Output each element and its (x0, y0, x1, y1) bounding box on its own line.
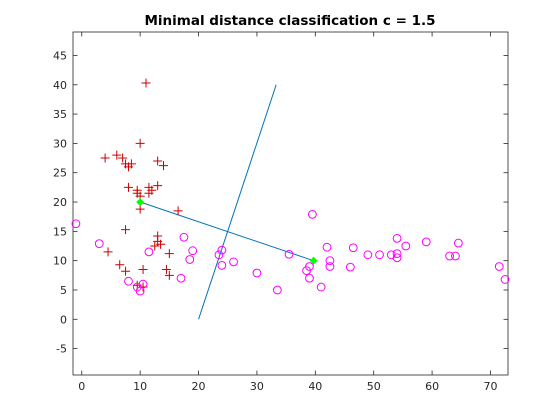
x-tick-label: 40 (308, 380, 322, 393)
x-tick-label: 20 (192, 380, 206, 393)
circle-marker (144, 247, 154, 257)
circle-marker (392, 249, 402, 259)
y-tick-label: 45 (53, 49, 67, 62)
circle-marker (284, 249, 294, 259)
circle-marker (135, 286, 145, 296)
plus-marker (150, 241, 160, 251)
centroid-marker (136, 198, 145, 206)
circle-marker (325, 256, 335, 266)
circle-marker (71, 219, 81, 229)
y-tick-label: -5 (56, 343, 67, 356)
y-tick-label: 5 (60, 284, 67, 297)
y-tick-label: 0 (60, 313, 67, 326)
decision-boundary-line (198, 84, 277, 320)
circle-marker (421, 237, 431, 247)
plus-marker (121, 266, 131, 276)
circle-marker (401, 241, 411, 251)
x-tick-label: 70 (483, 380, 497, 393)
y-tick-label: 20 (53, 196, 67, 209)
plus-marker (112, 150, 122, 160)
plus-marker (135, 138, 145, 148)
circle-marker (188, 246, 198, 256)
centroid-marker (309, 256, 318, 265)
circle-marker (345, 262, 355, 272)
plus-marker (123, 182, 133, 192)
circle-marker (307, 209, 317, 219)
circle-marker (229, 257, 238, 267)
circle-marker (500, 275, 510, 284)
y-tick-label: 30 (53, 137, 67, 150)
circle-marker (386, 250, 396, 260)
plus-marker (153, 181, 163, 191)
circle-marker (217, 260, 227, 270)
plus-marker (115, 260, 125, 270)
plus-marker (103, 247, 113, 257)
plus-marker (144, 188, 154, 198)
plus-marker (164, 270, 174, 280)
circle-marker (453, 238, 463, 248)
plus-marker (161, 264, 171, 274)
circle-marker (305, 273, 314, 283)
x-tick-label: 50 (367, 380, 381, 393)
x-tick-label: 60 (425, 380, 439, 393)
y-tick-label: 25 (53, 167, 67, 180)
circle-marker (445, 251, 455, 261)
circle-marker (316, 282, 326, 292)
plus-marker (141, 78, 151, 88)
circle-marker (392, 253, 402, 263)
plot-area: 0 10 20 30 40 50 60 70 -5 0 5 10 15 20 25 30 35 40 45 (53, 31, 510, 393)
y-tick-label: 15 (53, 225, 67, 238)
plus-marker (173, 206, 183, 216)
y-tick-label: 10 (53, 255, 67, 268)
plus-marker (118, 153, 128, 163)
plus-marker (135, 204, 145, 214)
circle-marker (494, 262, 504, 271)
plus-marker (126, 159, 136, 169)
circle-marker (322, 242, 332, 252)
circle-marker (305, 262, 314, 271)
circle-marker (179, 232, 189, 242)
circle-marker (325, 262, 335, 271)
circle-marker (451, 251, 460, 261)
plus-marker (153, 156, 163, 166)
plus-marker (164, 249, 174, 259)
x-tick-label: 0 (78, 380, 85, 393)
axes-box (72, 31, 509, 376)
circle-marker (392, 233, 402, 243)
plus-marker (100, 153, 110, 163)
circle-marker (217, 245, 227, 255)
plus-marker (121, 225, 131, 235)
chart-title: Minimal distance classification c = 1.5 (144, 13, 435, 29)
circle-marker (363, 250, 373, 260)
plus-marker (138, 264, 148, 274)
y-tick-label: 40 (53, 79, 67, 92)
x-tick-label: 10 (133, 380, 147, 393)
plus-marker (159, 161, 169, 171)
centroid-link-line (139, 201, 314, 262)
circle-marker (176, 273, 186, 283)
plus-marker (156, 239, 166, 249)
circle-marker (94, 239, 104, 249)
circle-marker (185, 255, 195, 264)
circle-marker (375, 250, 384, 260)
x-tick-label: 30 (250, 380, 264, 393)
circle-marker (348, 243, 358, 253)
y-tick-label: 35 (53, 108, 67, 121)
circle-marker (252, 268, 262, 278)
circle-marker (272, 285, 282, 295)
circle-marker (214, 250, 224, 260)
circle-marker (124, 276, 133, 286)
